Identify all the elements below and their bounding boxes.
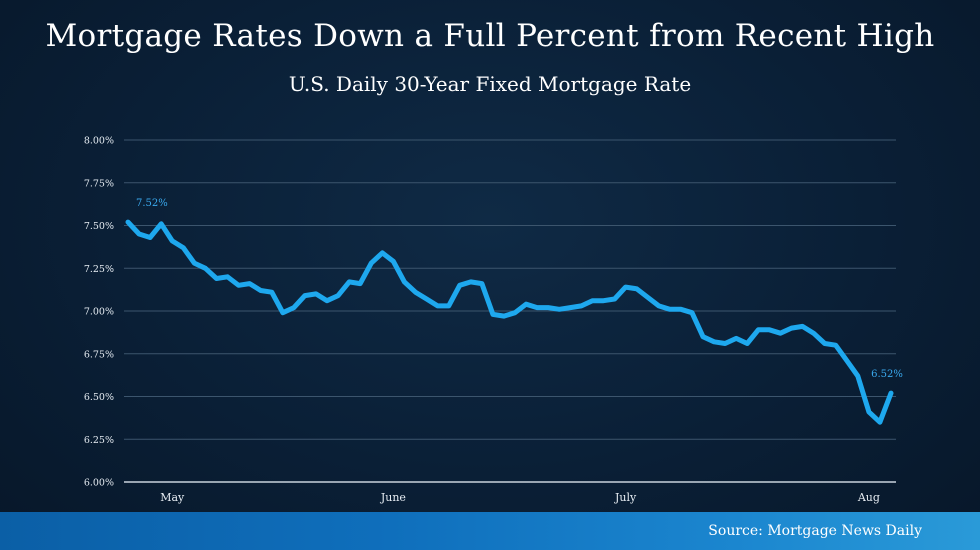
y-tick-label: 7.25% [84,264,114,275]
x-tick-label: May [160,491,185,504]
line-chart: 6.00% 6.25% 6.50% 6.75% 7.00% 7.25% 7.50% 7.75%… [84,136,903,505]
y-tick-label: 7.75% [84,178,114,189]
x-tick-label: Aug [857,491,880,504]
x-tick-label: June [380,491,406,504]
series-line [125,219,894,425]
data-label: 6.52% [871,369,903,380]
chart-subtitle: U.S. Daily 30-Year Fixed Mortgage Rate [288,72,692,96]
y-tick-label: 6.00% [84,478,114,489]
y-tick-label: 6.25% [84,435,114,446]
y-tick-label: 8.00% [84,136,114,147]
chart-title: Mortgage Rates Down a Full Percent from … [45,18,935,54]
y-tick-label: 6.50% [84,392,114,403]
y-tick-label: 7.00% [84,307,114,318]
footer-bar: Source: Mortgage News Daily [0,512,980,550]
source-label: Source: Mortgage News Daily [708,523,922,539]
x-tick-label: July [614,491,637,504]
data-label: 7.52% [136,198,168,209]
y-tick-label: 7.50% [84,221,114,232]
y-tick-label: 6.75% [84,349,114,360]
